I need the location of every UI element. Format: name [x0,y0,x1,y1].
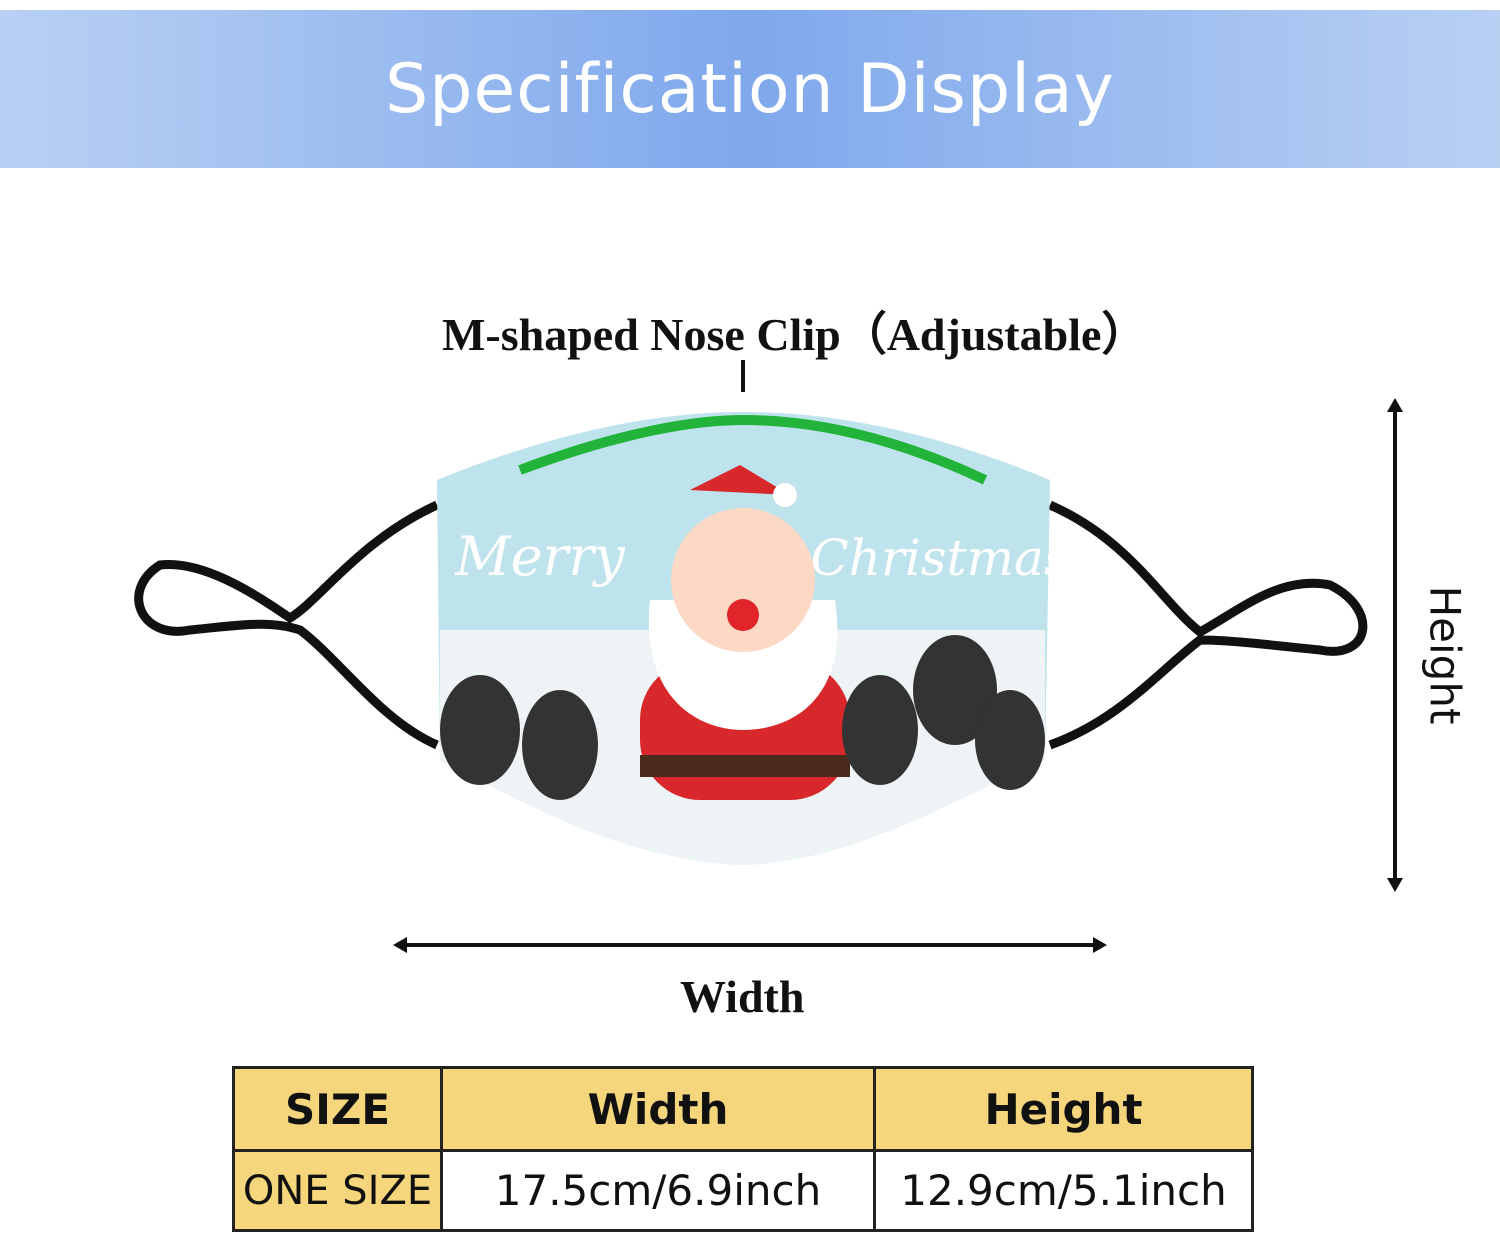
santa [640,465,850,800]
header-cell: Width [440,1066,876,1152]
row: ONE SIZE 17.5cm/6.9inch 12.9cm/5.1inch [232,1149,1254,1232]
nose-clip-label: M-shaped Nose Clip（Adjustable） [442,309,1148,360]
banner: Specification Display [0,10,1500,168]
size-table: SIZE Width Height ONE SIZE 17.5cm/6.9inc… [232,1066,1254,1232]
width-label: Width [680,971,805,1022]
height-arrow [1387,398,1403,892]
mask-text: Merry [454,525,626,588]
width-arrow [393,937,1107,953]
header-cell: SIZE [232,1066,443,1152]
ear-loops [134,500,1368,750]
cell: 12.9cm/5.1inch [873,1149,1254,1232]
cell: 17.5cm/6.9inch [440,1149,876,1232]
header-cell: Height [873,1066,1254,1152]
cell: ONE SIZE [232,1149,443,1232]
penguins [440,635,1045,800]
height-label: Height [1420,585,1470,725]
nose-clip [518,414,988,485]
title: Specification Display [385,49,1115,129]
mask-text: Christmas [811,529,1070,587]
header-row: SIZE Width Height [232,1066,1254,1152]
